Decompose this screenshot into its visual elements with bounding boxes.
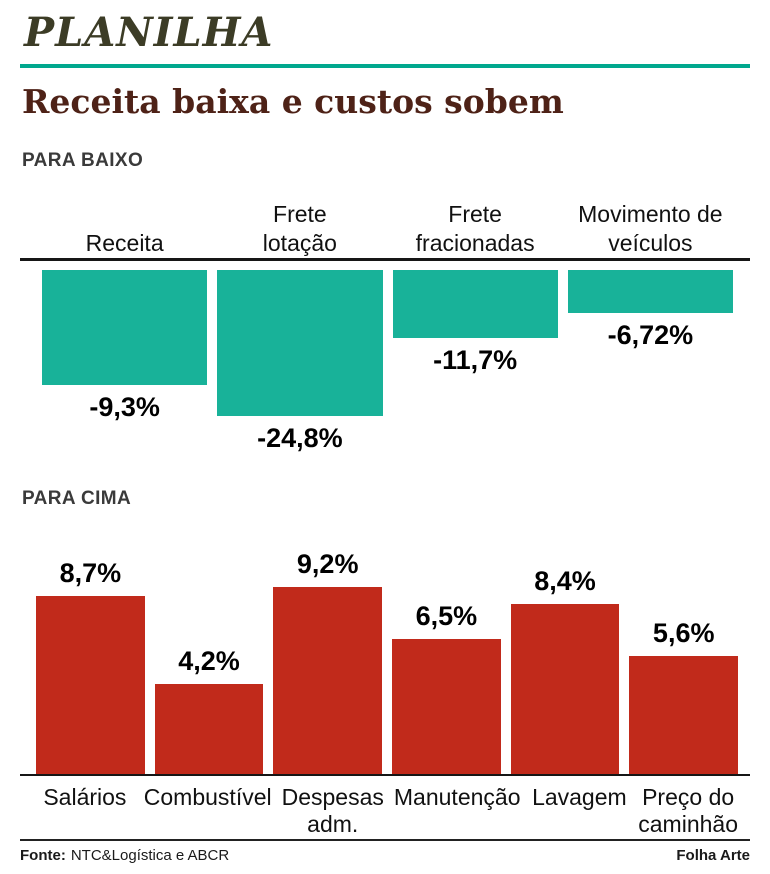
down-category-label: Receita <box>85 230 164 257</box>
down-category-label: Frete fracionadas <box>415 201 535 257</box>
down-category-label: Frete lotação <box>262 201 337 257</box>
up-chart-category-row: Salários Combustível Despesas adm. Manutenç… <box>20 776 750 839</box>
down-category-label: Movimento de veículos <box>578 201 723 257</box>
up-chart-column: 8,4% <box>510 565 620 774</box>
down-chart-column: Movimento de veículos -6,72% <box>567 184 733 454</box>
up-category-label: Lavagem <box>532 783 627 810</box>
down-bar <box>392 269 558 338</box>
up-bar <box>510 603 620 774</box>
up-category-label: Salários <box>43 783 127 810</box>
up-bar <box>154 683 264 774</box>
down-chart-column: Frete lotação -24,8% <box>217 184 383 454</box>
up-value-label: 6,5% <box>415 600 478 631</box>
up-value-label: 5,6% <box>652 617 715 648</box>
up-category-label: Despesas adm. <box>281 783 384 838</box>
footer-row: Fonte: NTC&Logística e ABCR Folha Arte <box>20 847 750 864</box>
down-bar <box>567 269 733 313</box>
up-value-label: 9,2% <box>296 548 359 579</box>
up-bar <box>36 595 145 774</box>
down-chart-column: Receita -9,3% <box>42 184 208 454</box>
up-chart-baseline <box>20 773 750 776</box>
up-bar <box>273 586 383 774</box>
up-chart-column: 6,5% <box>392 601 501 774</box>
down-bar <box>217 269 383 416</box>
section-label-para-cima: PARA CIMA <box>22 487 132 509</box>
up-category-label: Preço do caminhão <box>638 783 738 838</box>
section-label-para-baixo: PARA BAIXO <box>22 149 144 171</box>
up-chart-columns: 8,7% 4,2% 9,2% 6,5% 8,4% 5,6% <box>20 546 750 774</box>
up-chart-column: 8,7% <box>36 558 145 774</box>
up-chart-column: 4,2% <box>154 645 264 774</box>
source-line: Fonte: NTC&Logística e ABCR <box>20 847 229 864</box>
up-chart-column: 9,2% <box>273 548 383 774</box>
down-chart-column: Frete fracionadas -11,7% <box>392 184 558 454</box>
footer-rule <box>20 839 750 841</box>
down-value-label: -11,7% <box>433 344 518 375</box>
page-title: PLANILHA <box>24 9 274 56</box>
down-bar <box>42 269 208 385</box>
up-value-label: 4,2% <box>178 645 240 676</box>
source-text: NTC&Logística e ABCR <box>70 847 230 864</box>
down-value-label: -9,3% <box>89 391 160 422</box>
down-chart-baseline <box>20 257 750 261</box>
footer: Fonte: NTC&Logística e ABCR Folha Arte <box>0 839 770 874</box>
chart-para-cima: 8,7% 4,2% 9,2% 6,5% 8,4% 5,6% Salários Combust… <box>20 546 750 839</box>
down-value-label: -6,72% <box>607 319 694 350</box>
up-category-label: Manutenção <box>393 783 521 810</box>
title-rule <box>20 64 750 68</box>
credit: Folha Arte <box>676 847 750 864</box>
up-category-label: Combustível <box>143 783 272 810</box>
source-label: Fonte: <box>20 847 66 864</box>
down-chart-columns: Receita -9,3% Frete lotação -24,8% Frete fra… <box>20 184 750 454</box>
down-value-label: -24,8% <box>257 422 343 453</box>
chart-para-baixo: Receita -9,3% Frete lotação -24,8% Frete fra… <box>20 184 750 454</box>
up-value-label: 8,7% <box>59 557 122 588</box>
up-chart-column: 5,6% <box>629 617 739 774</box>
up-bar <box>629 655 739 774</box>
up-value-label: 8,4% <box>534 565 596 596</box>
up-bar <box>392 638 501 774</box>
subtitle: Receita baixa e custos sobem <box>22 81 564 121</box>
